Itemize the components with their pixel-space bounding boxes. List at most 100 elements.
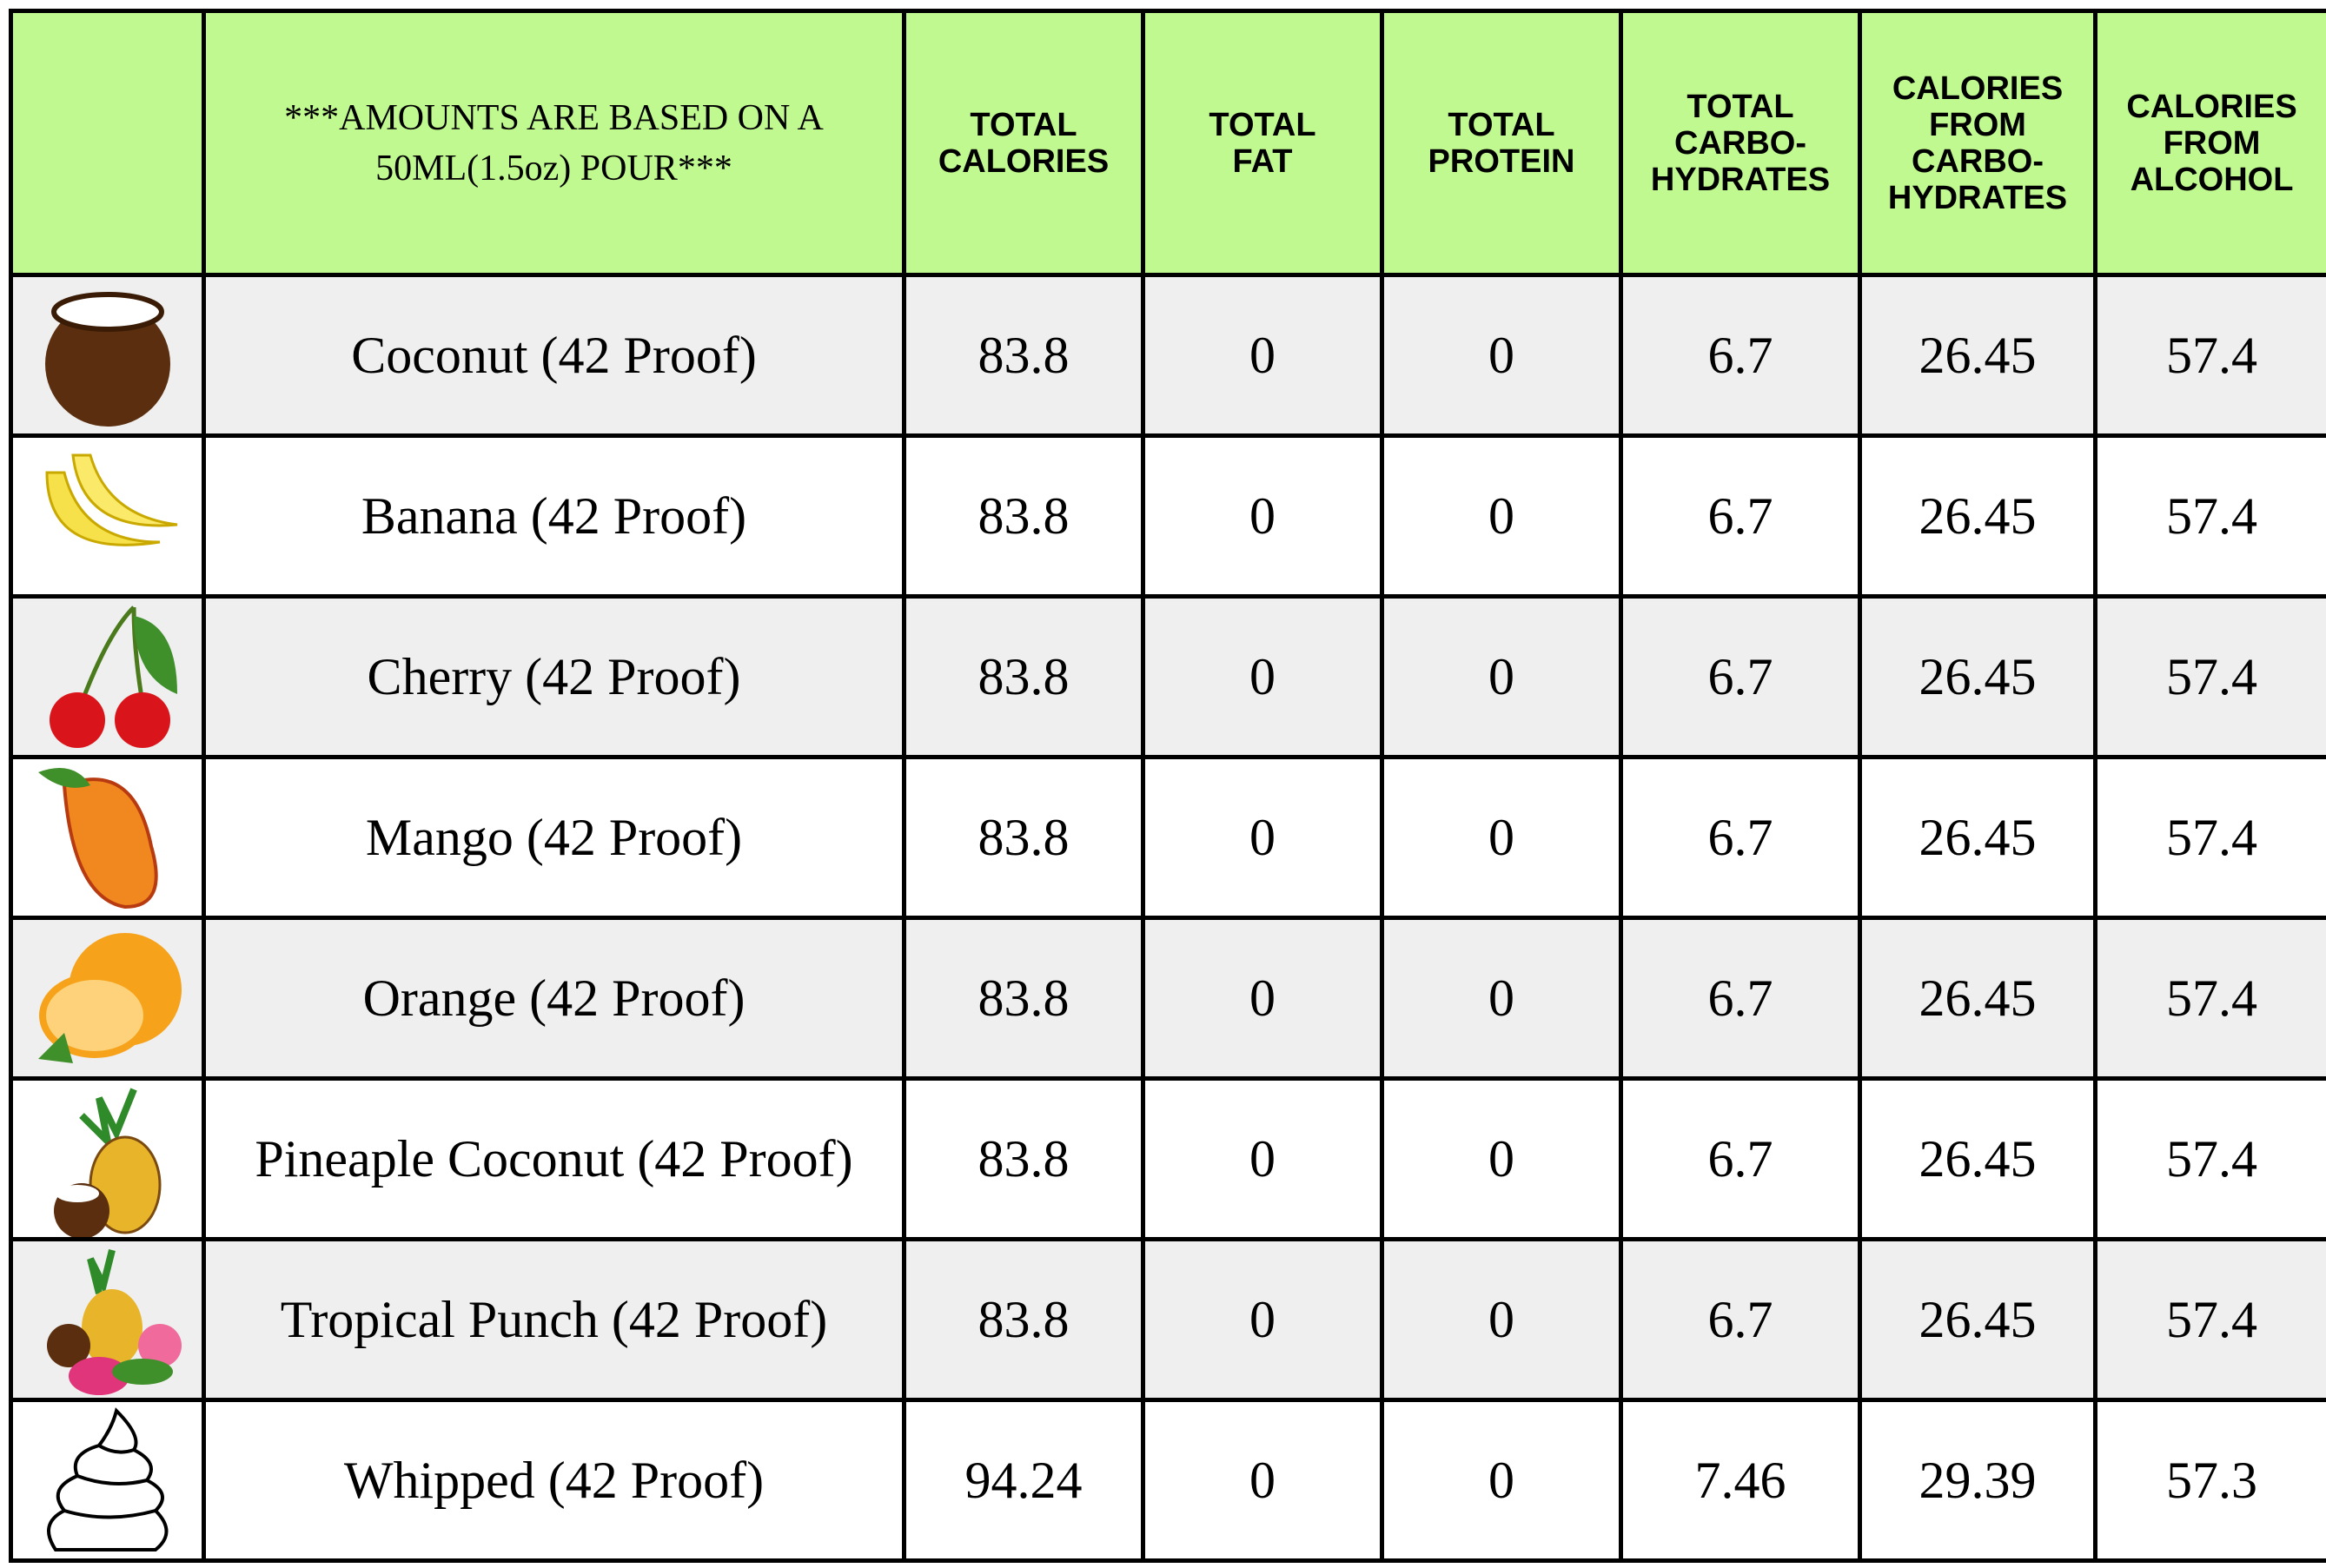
header-line: CALORIES [906,143,1141,180]
nutrition-value: 0 [1143,597,1382,758]
nutrition-value: 0 [1143,1400,1382,1561]
flavor-name: Tropical Punch (42 Proof) [204,1240,905,1400]
note-line: 50ML(1.5oz) POUR*** [206,143,902,194]
header-line: CALORIES [1862,70,2093,107]
fruit-icon-cell [11,1240,204,1400]
nutrition-value: 6.7 [1621,597,1860,758]
nutrition-value: 83.8 [905,436,1143,597]
note-line: ***AMOUNTS ARE BASED ON A [206,93,902,143]
nutrition-value: 0 [1382,1079,1621,1240]
fruit-icon-cell [11,1079,204,1240]
header-line: CARBO- [1862,143,2093,180]
nutrition-value: 83.8 [905,918,1143,1079]
header-line: HYDRATES [1862,180,2093,216]
header-line: TOTAL [906,107,1141,143]
nutrition-value: 57.4 [2096,758,2326,918]
nutrition-value: 83.8 [905,275,1143,436]
header-line: FROM [1862,107,2093,143]
nutrition-value: 0 [1382,758,1621,918]
nutrition-value: 6.7 [1621,918,1860,1079]
nutrition-value: 6.7 [1621,758,1860,918]
flavor-name: Coconut (42 Proof) [204,275,905,436]
page-body: ***AMOUNTS ARE BASED ON A50ML(1.5oz) POU… [0,0,2326,1568]
header-line: PROTEIN [1384,143,1619,180]
fruit-icon [30,599,186,755]
header-line: TOTAL [1384,107,1619,143]
header-line: TOTAL [1145,107,1380,143]
nutrition-value: 57.4 [2096,597,2326,758]
fruit-icon [30,759,186,916]
nutrition-value: 0 [1382,436,1621,597]
flavor-name: Mango (42 Proof) [204,758,905,918]
nutrition-value: 57.4 [2096,1079,2326,1240]
fruit-icon [30,277,186,433]
header-line: ALCOHOL [2097,162,2326,198]
nutrition-value: 94.24 [905,1400,1143,1561]
nutrition-value: 83.8 [905,758,1143,918]
nutrition-value: 0 [1382,1240,1621,1400]
fruit-icon-cell [11,758,204,918]
fruit-icon [30,1402,186,1558]
nutrition-value: 26.45 [1860,597,2096,758]
nutrition-value: 26.45 [1860,275,2096,436]
nutrition-value: 29.39 [1860,1400,2096,1561]
fruit-icon [30,1241,186,1398]
fruit-icon-cell [11,275,204,436]
nutrition-value: 6.7 [1621,1240,1860,1400]
nutrition-value: 0 [1382,1400,1621,1561]
nutrition-value: 83.8 [905,1240,1143,1400]
nutrition-value: 6.7 [1621,436,1860,597]
fruit-icon [30,920,186,1076]
nutrition-value: 26.45 [1860,1240,2096,1400]
nutrition-value: 0 [1382,918,1621,1079]
header-line: FROM [2097,125,2326,162]
fruit-icon-cell [11,436,204,597]
page: {"table":{ "header":{"note":["***AMOUNTS… [0,0,2326,1568]
nutrition-value: 0 [1143,758,1382,918]
flavor-name: Orange (42 Proof) [204,918,905,1079]
nutrition-value: 83.8 [905,597,1143,758]
nutrition-value: 57.4 [2096,436,2326,597]
header-line: FAT [1145,143,1380,180]
flavor-name: Banana (42 Proof) [204,436,905,597]
header-icon-cell [11,11,204,275]
flavor-name: Whipped (42 Proof) [204,1400,905,1561]
nutrition-value: 0 [1382,275,1621,436]
flavor-name: Pineaple Coconut (42 Proof) [204,1079,905,1240]
nutrition-value: 0 [1143,436,1382,597]
nutrition-value: 57.4 [2096,275,2326,436]
nutrition-value: 26.45 [1860,918,2096,1079]
nutrition-value: 0 [1143,1240,1382,1400]
nutrition-value: 0 [1143,1079,1382,1240]
nutrition-value: 0 [1143,918,1382,1079]
nutrition-value: 26.45 [1860,436,2096,597]
nutrition-value: 26.45 [1860,1079,2096,1240]
nutrition-value: 26.45 [1860,758,2096,918]
header-line: CARBO- [1623,125,1858,162]
nutrition-value: 7.46 [1621,1400,1860,1561]
header-line: HYDRATES [1623,162,1858,198]
fruit-icon [30,1081,186,1237]
nutrition-value: 6.7 [1621,275,1860,436]
nutrition-value: 0 [1382,597,1621,758]
header-line: TOTAL [1623,89,1858,125]
header-line: CALORIES [2097,89,2326,125]
